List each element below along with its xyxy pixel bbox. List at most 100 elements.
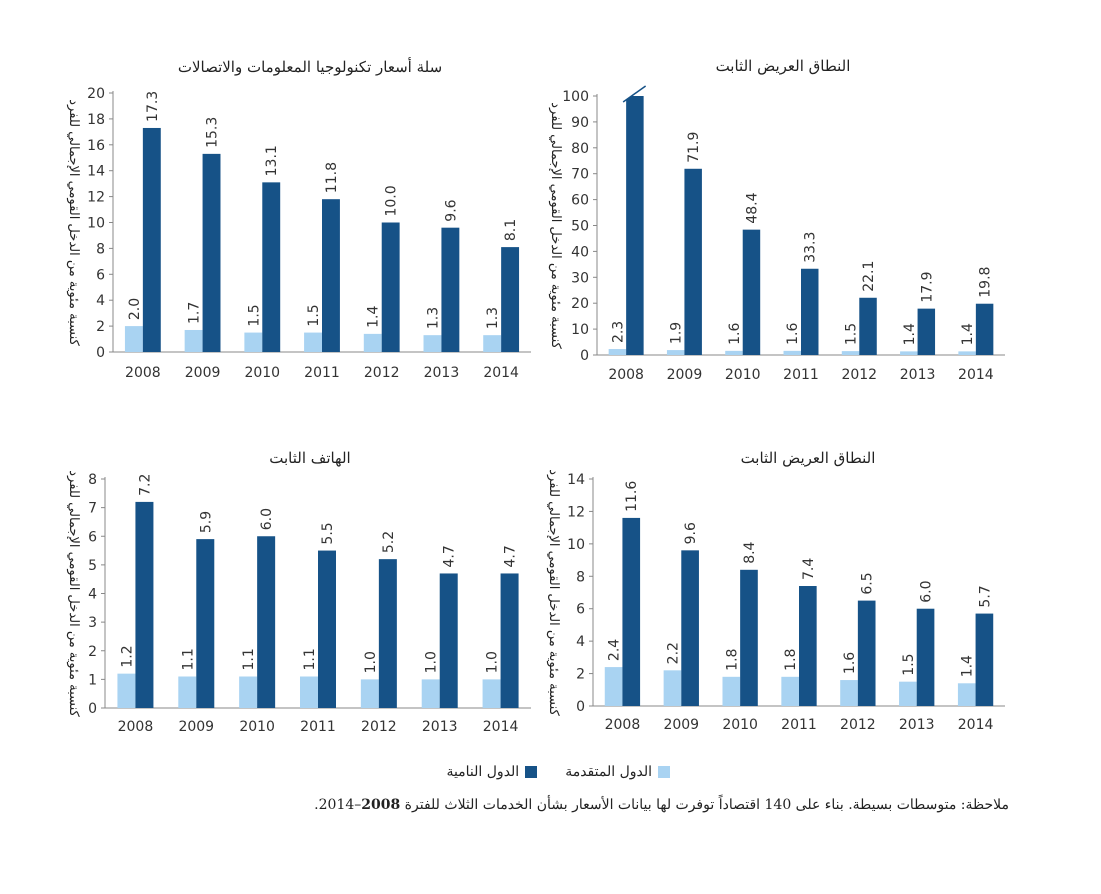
x-tick-label: 2009 (663, 717, 699, 733)
bar-developed (117, 673, 136, 708)
bar-developed (958, 351, 976, 355)
legend-item-developed: الدول المتقدمة (565, 764, 670, 780)
bar-break-marker (623, 82, 646, 102)
bar-developing (859, 297, 877, 355)
x-tick-label: 2009 (185, 365, 221, 381)
bar-developing (626, 96, 644, 355)
y-tick-label: 0 (576, 699, 585, 715)
bar-developing (257, 536, 276, 708)
legend-label-developing: الدول النامية (446, 764, 520, 780)
data-label-developing: 15.3 (205, 117, 221, 148)
footnote-bold-year: 2008 (361, 797, 401, 813)
y-tick-label: 90 (571, 115, 589, 131)
x-tick-label: 2010 (244, 365, 280, 381)
data-label-developed: 1.6 (727, 322, 743, 344)
bar-developed (957, 683, 976, 706)
bar-developing (439, 573, 458, 708)
data-label-developed: 1.4 (960, 655, 976, 677)
data-label-developed: 1.8 (724, 649, 740, 671)
legend-swatch-developing (525, 766, 538, 778)
data-label-developed: 1.8 (783, 649, 799, 671)
bar-developing (135, 501, 154, 708)
bar-developed (783, 350, 801, 355)
bar-developed (124, 326, 143, 352)
data-label-developed: 1.3 (425, 307, 441, 329)
y-tick-label: 8 (96, 241, 105, 257)
legend-label-developed: الدول المتقدمة (565, 764, 652, 780)
data-label-developed: 1.5 (844, 323, 860, 345)
y-tick-label: 4 (88, 587, 97, 603)
bar-developed (304, 332, 322, 352)
legend: الدول المتقدمة الدول النامية (430, 762, 670, 782)
bar-developing (142, 127, 161, 352)
bar-developing (801, 268, 819, 355)
chart-ict-basket: سلة أسعار تكنولوجيا المعلومات والاتصالات… (66, 57, 531, 381)
x-tick-label: 2011 (300, 719, 336, 735)
x-tick-label: 2011 (781, 717, 817, 733)
bar-developing (441, 227, 460, 352)
data-label-developing: 11.6 (624, 481, 640, 512)
data-label-developed: 1.3 (485, 307, 501, 329)
x-tick-label: 2010 (722, 717, 758, 733)
bar-developed (244, 332, 263, 352)
y-tick-label: 1 (88, 672, 97, 688)
bar-developing (378, 559, 397, 708)
data-label-developed: 1.4 (366, 306, 382, 328)
y-tick-label: 0 (88, 701, 97, 717)
y-tick-label: 0 (580, 348, 589, 364)
data-label-developed: 1.5 (246, 304, 262, 326)
data-label-developed: 1.1 (302, 648, 318, 670)
y-tick-label: 2 (96, 319, 105, 335)
data-label-developed: 1.4 (902, 323, 918, 345)
y-tick-label: 14 (567, 472, 585, 488)
x-tick-label: 2012 (840, 717, 876, 733)
x-tick-label: 2010 (725, 367, 761, 383)
bar-developing (500, 573, 519, 708)
bar-developing (684, 168, 702, 355)
data-label-developed: 1.6 (842, 652, 858, 674)
data-label-developing: 9.6 (443, 199, 459, 221)
bar-developing (975, 303, 994, 355)
x-tick-label: 2014 (958, 367, 994, 383)
bar-developed (363, 333, 382, 352)
x-tick-label: 2008 (125, 365, 161, 381)
y-tick-label: 30 (571, 270, 589, 286)
bar-developed (178, 676, 197, 708)
bar-developed (608, 349, 627, 355)
data-label-developing: 5.9 (198, 511, 214, 533)
bar-developed (899, 681, 917, 706)
data-label-developing: 6.5 (860, 572, 876, 594)
y-tick-label: 10 (87, 216, 105, 232)
bar-developed (666, 350, 685, 355)
data-label-developed: 1.0 (363, 651, 379, 673)
y-tick-label: 10 (571, 322, 589, 338)
x-tick-label: 2014 (958, 717, 994, 733)
data-label-developed: 2.3 (610, 321, 626, 343)
data-label-developing: 33.3 (803, 232, 819, 263)
data-label-developing: 9.6 (683, 522, 699, 544)
x-tick-label: 2008 (605, 717, 641, 733)
y-tick-label: 8 (88, 472, 97, 488)
bar-developing (917, 308, 936, 355)
x-tick-label: 2010 (239, 719, 275, 735)
y-tick-label: 12 (87, 190, 105, 206)
chart-title: النطاق العريض الثابت (741, 449, 876, 467)
x-tick-label: 2009 (178, 719, 214, 735)
x-tick-label: 2011 (304, 365, 340, 381)
bar-developing (202, 153, 221, 352)
data-label-developing: 13.1 (264, 145, 280, 176)
chart-mobile-broadband: النطاق العريض الثابت كنسبة مئوية من الدخل… (546, 449, 1005, 733)
bar-developing (322, 199, 340, 352)
data-label-developing: 4.7 (442, 545, 458, 567)
data-label-developed: 2.0 (127, 298, 143, 320)
x-tick-label: 2013 (899, 717, 935, 733)
bar-developing (975, 613, 994, 706)
y-tick-label: 40 (571, 244, 589, 260)
y-tick-label: 12 (567, 504, 585, 520)
bar-developing (799, 586, 817, 706)
chart-title: النطاق العريض الثابت (716, 57, 851, 75)
data-label-developing: 11.8 (324, 162, 340, 193)
chart-title: سلة أسعار تكنولوجيا المعلومات والاتصالات (178, 57, 442, 76)
chart-fixed-broadband: النطاق العريض الثابت كنسبة مئوية من الدخل… (548, 57, 1005, 383)
bar-developed (239, 676, 258, 708)
